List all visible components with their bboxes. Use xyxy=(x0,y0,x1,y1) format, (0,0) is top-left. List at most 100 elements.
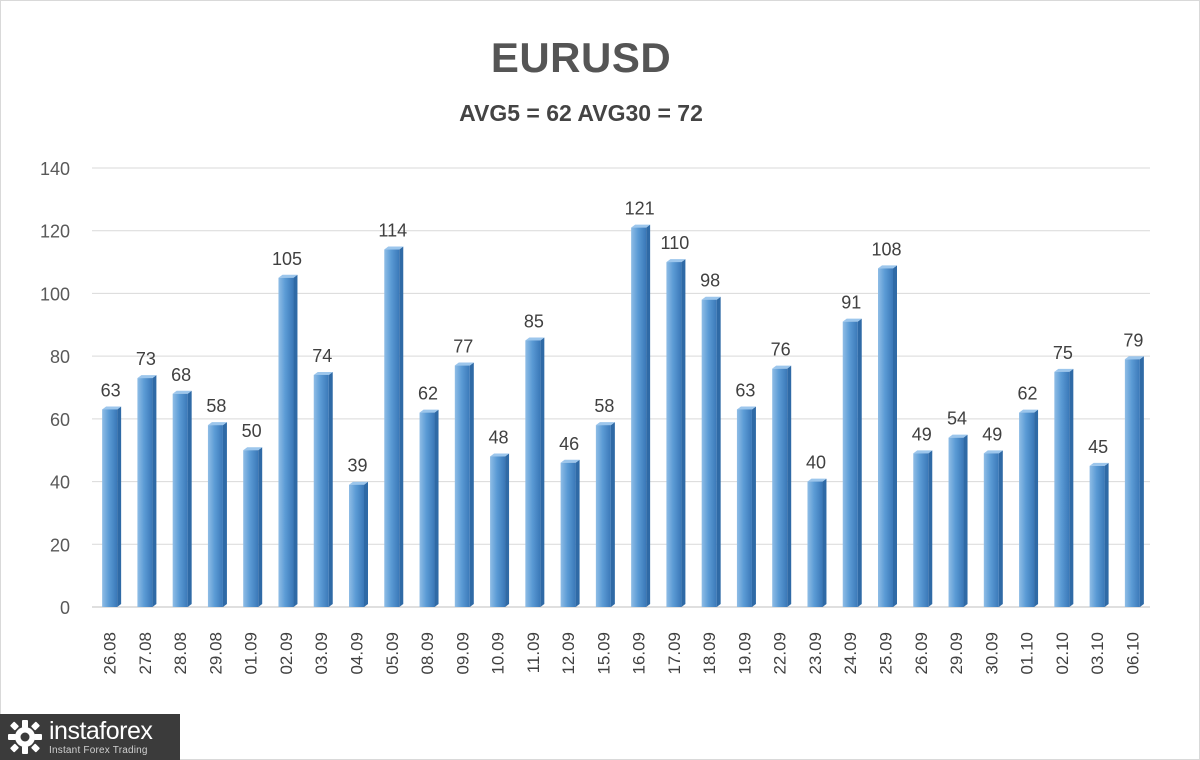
bar-side xyxy=(117,406,122,607)
bar xyxy=(419,412,435,607)
x-tick-label: 25.09 xyxy=(877,632,896,675)
bar xyxy=(842,321,858,607)
x-tick-label: 03.09 xyxy=(312,632,331,675)
x-tick-label: 09.09 xyxy=(453,632,472,675)
bar xyxy=(595,425,611,607)
bar-top xyxy=(137,375,157,379)
bar-side xyxy=(469,362,474,607)
bar-side xyxy=(434,409,439,607)
data-label: 46 xyxy=(559,434,579,454)
bar-side xyxy=(610,422,615,607)
bar xyxy=(983,453,999,607)
x-tick-label: 23.09 xyxy=(806,632,825,675)
bar-side xyxy=(1034,409,1039,607)
y-tick-label: 140 xyxy=(40,159,70,179)
data-label: 76 xyxy=(771,340,791,360)
x-tick-label: 30.09 xyxy=(982,632,1001,675)
x-tick-label: 01.10 xyxy=(1018,632,1037,675)
bar-top xyxy=(1089,462,1109,466)
bar-side xyxy=(646,224,651,608)
bar xyxy=(384,249,400,607)
instaforex-logo: instaforex Instant Forex Trading xyxy=(0,714,180,760)
bar-top xyxy=(207,422,227,426)
bar-top xyxy=(983,450,1003,454)
bar-side xyxy=(293,274,298,607)
bar-top xyxy=(313,371,333,375)
bar-top xyxy=(736,406,756,410)
bar-side xyxy=(1069,368,1074,607)
data-label: 105 xyxy=(272,249,302,269)
x-tick-label: 29.09 xyxy=(947,632,966,675)
bar-side xyxy=(963,434,968,607)
data-label: 73 xyxy=(136,349,156,369)
bar-top xyxy=(666,259,686,263)
data-label: 62 xyxy=(418,384,438,404)
bar xyxy=(772,368,788,607)
bar-side xyxy=(1139,356,1144,607)
bar-top xyxy=(243,447,263,451)
x-tick-label: 04.09 xyxy=(348,632,367,675)
data-label: 45 xyxy=(1088,437,1108,457)
bar-top xyxy=(278,274,298,278)
chart-title: EURUSD xyxy=(490,34,672,81)
logo-tagline: Instant Forex Trading xyxy=(49,744,148,756)
x-tick-label: 01.09 xyxy=(242,632,261,675)
bar-side xyxy=(187,390,192,607)
bar-top xyxy=(454,362,474,366)
bar xyxy=(560,462,576,607)
x-tick-label: 08.09 xyxy=(418,632,437,675)
data-label: 62 xyxy=(1018,384,1038,404)
data-label: 75 xyxy=(1053,343,1073,363)
bar xyxy=(736,409,752,607)
x-tick-label: 26.09 xyxy=(912,632,931,675)
bar-side xyxy=(540,337,545,607)
bar-side xyxy=(152,375,157,607)
data-label: 108 xyxy=(871,239,901,259)
x-tick-label: 10.09 xyxy=(489,632,508,675)
bar-top xyxy=(842,318,862,322)
bar xyxy=(1089,465,1105,607)
y-tick-label: 100 xyxy=(40,284,70,304)
data-label: 77 xyxy=(453,337,473,357)
bar xyxy=(243,450,259,607)
bar-side xyxy=(928,450,933,607)
bar xyxy=(913,453,929,607)
bar xyxy=(172,393,188,607)
bar-side xyxy=(505,453,510,607)
data-label: 79 xyxy=(1123,330,1143,350)
bar xyxy=(490,456,506,607)
data-label: 49 xyxy=(912,424,932,444)
data-label: 50 xyxy=(242,421,262,441)
bar-top xyxy=(807,478,827,482)
bar-top xyxy=(948,434,968,438)
bar-side xyxy=(222,422,227,607)
data-label: 63 xyxy=(101,380,121,400)
data-label: 54 xyxy=(947,409,967,429)
bar-top xyxy=(772,365,792,369)
bar-top xyxy=(349,481,368,485)
x-tick-label: 05.09 xyxy=(383,632,402,675)
bar-side xyxy=(1104,462,1109,607)
bar-top xyxy=(419,409,439,413)
x-tick-label: 16.09 xyxy=(630,632,649,675)
data-label: 85 xyxy=(524,311,544,331)
bar-side xyxy=(751,406,756,607)
x-tick-label: 18.09 xyxy=(700,632,719,675)
bar-side xyxy=(364,481,368,607)
bar-side xyxy=(258,447,263,607)
bar-top xyxy=(878,265,897,269)
y-tick-label: 0 xyxy=(60,598,70,618)
y-tick-label: 80 xyxy=(50,347,70,367)
x-tick-label: 22.09 xyxy=(771,632,790,675)
data-label: 49 xyxy=(982,424,1002,444)
y-tick-label: 60 xyxy=(50,410,70,430)
data-label: 114 xyxy=(378,221,407,241)
data-label: 48 xyxy=(489,427,509,447)
data-label: 121 xyxy=(625,199,655,219)
bar xyxy=(948,437,964,607)
x-tick-label: 15.09 xyxy=(594,632,613,675)
y-tick-label: 40 xyxy=(50,473,70,493)
data-label: 98 xyxy=(700,271,720,291)
